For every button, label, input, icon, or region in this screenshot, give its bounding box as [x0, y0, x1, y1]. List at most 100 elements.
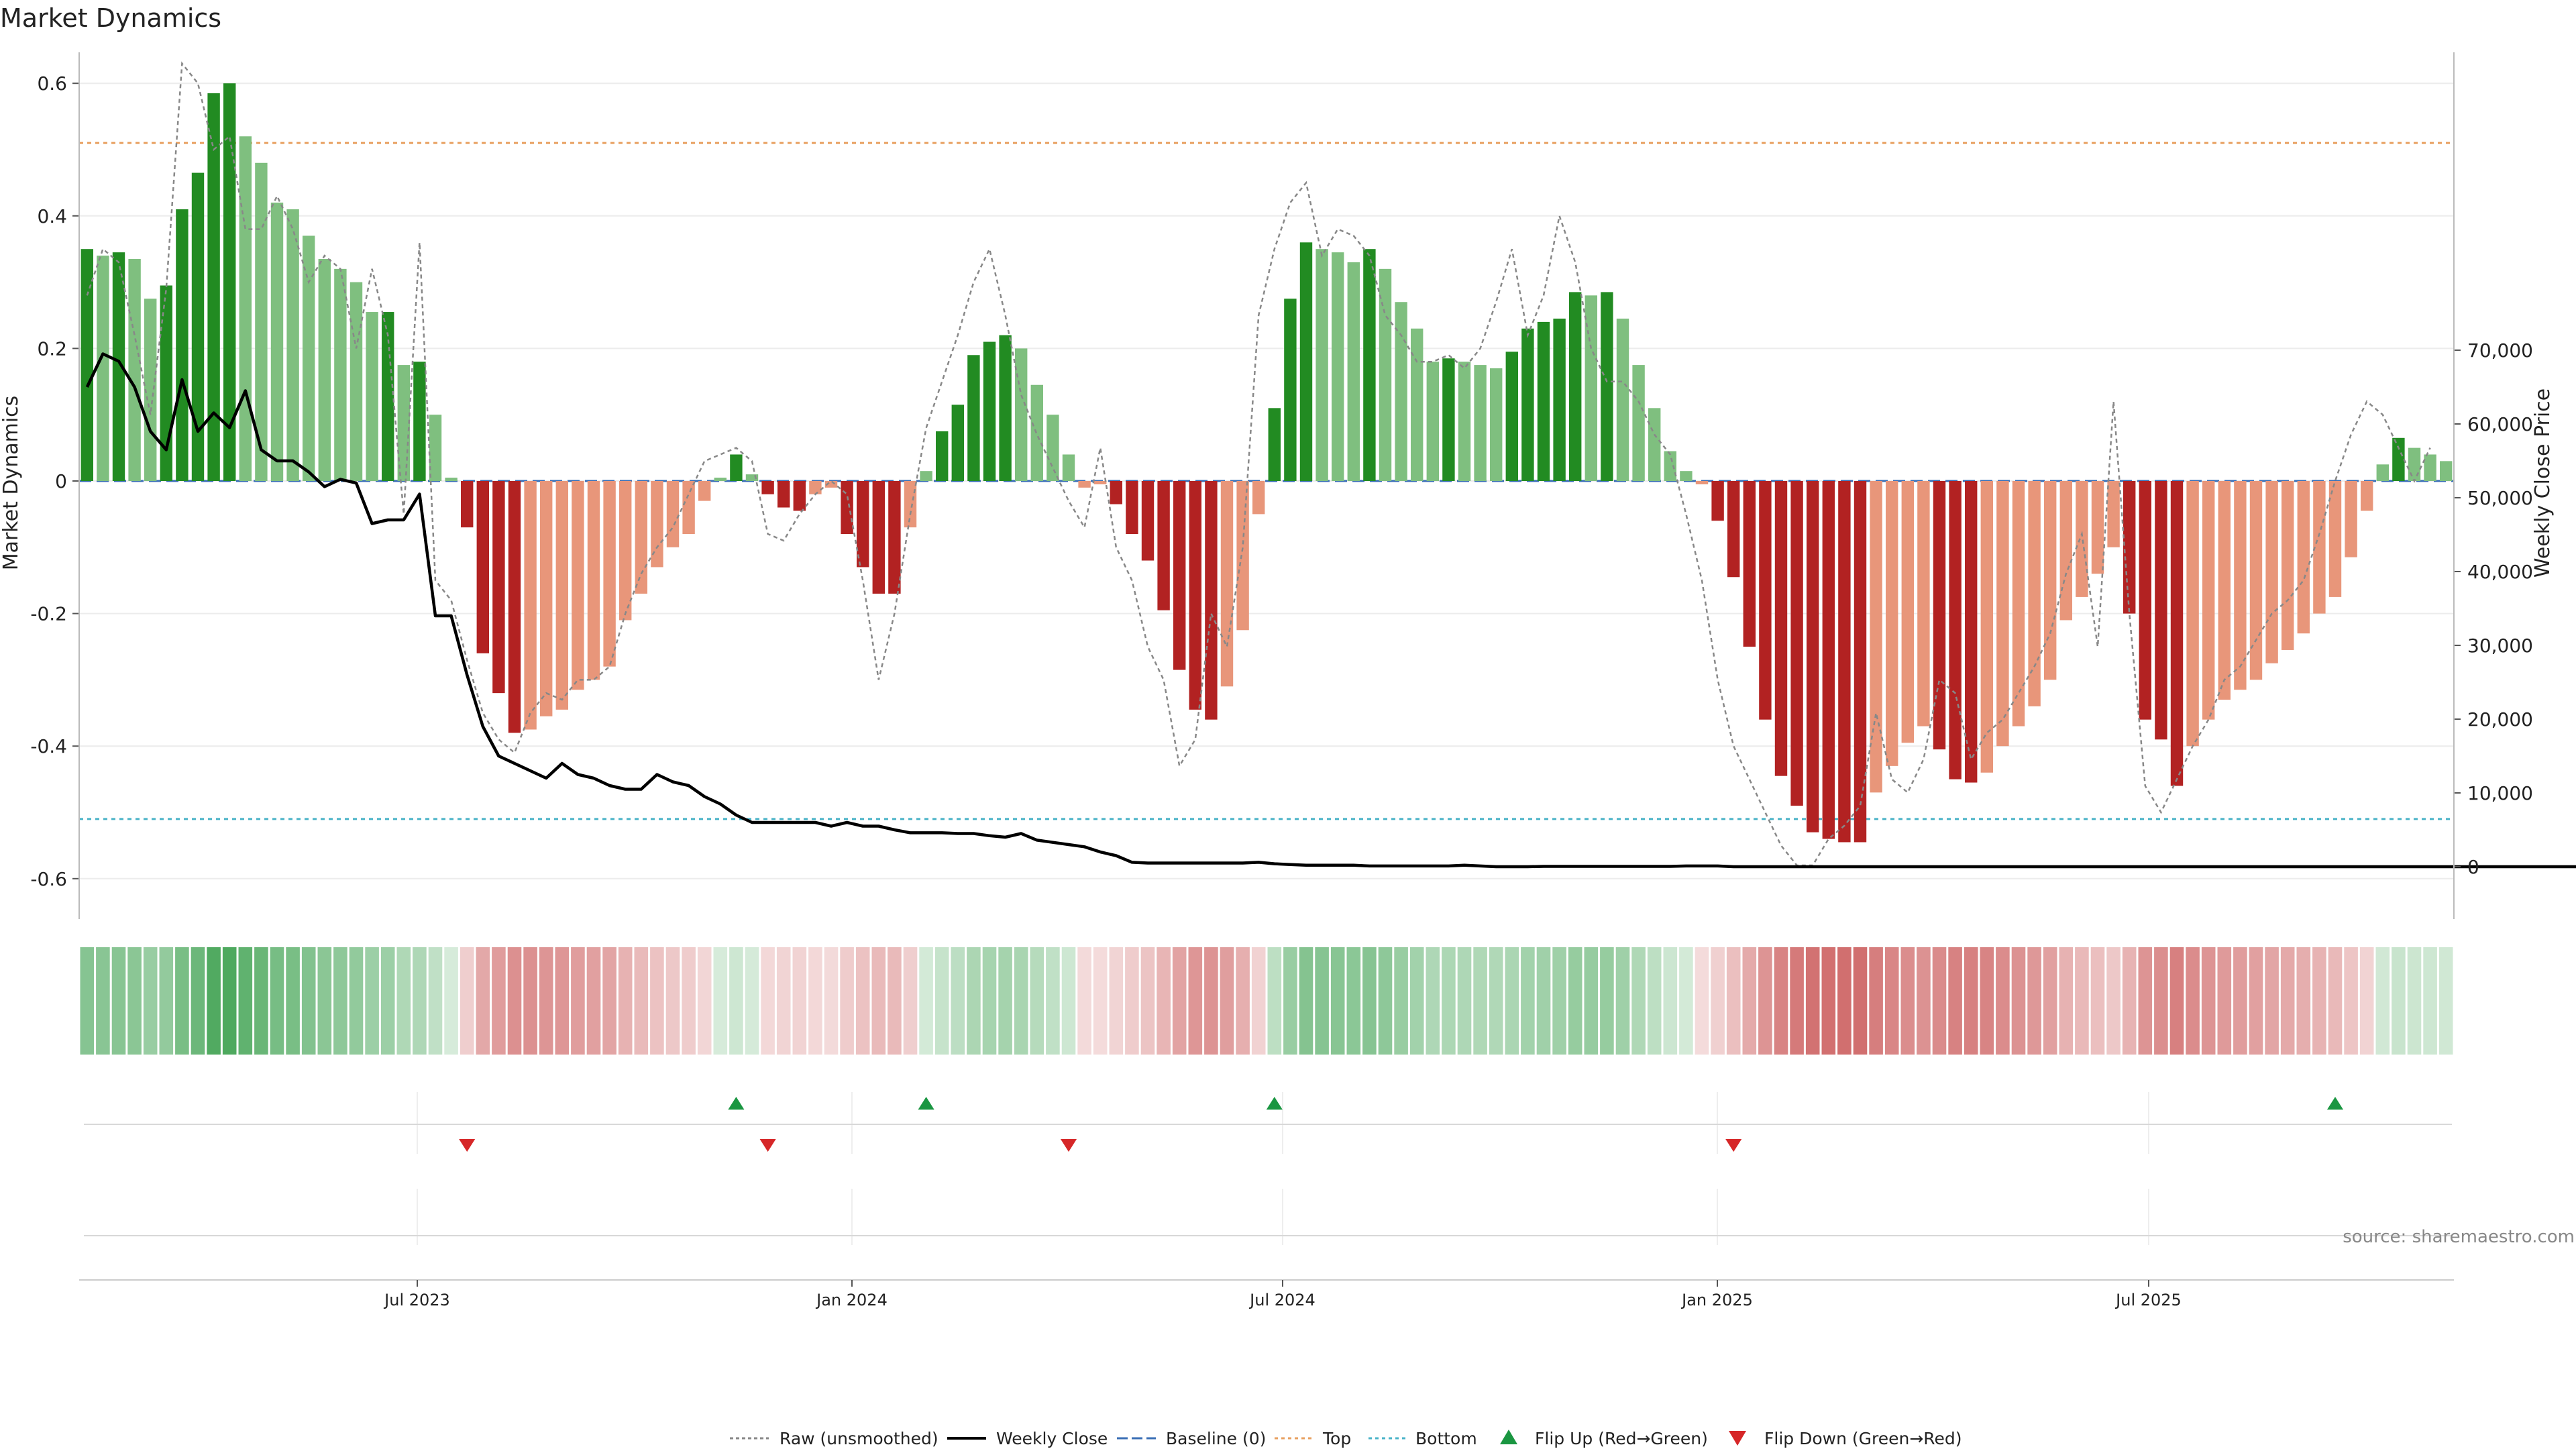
bar [967, 355, 980, 481]
flip-up-marker [2327, 1097, 2343, 1110]
heat-cell [824, 947, 839, 1055]
heat-cell [207, 947, 221, 1055]
heat-cell [2265, 947, 2279, 1055]
heat-cell [1679, 947, 1693, 1055]
y-tick-label: -0.4 [30, 735, 67, 757]
x-tick-label: Jul 2023 [383, 1291, 450, 1309]
bar [160, 285, 173, 481]
heat-cell [1790, 947, 1804, 1055]
heat-cell [1489, 947, 1503, 1055]
bar [397, 365, 411, 481]
heat-cell [2122, 947, 2137, 1055]
bar [1632, 365, 1645, 481]
y2-tick-label: 70,000 [2467, 339, 2533, 362]
heat-cell [1157, 947, 1171, 1055]
legend-swatch-flip-up [1500, 1430, 1517, 1444]
heat-cell [1980, 947, 1994, 1055]
bar [1220, 481, 1234, 687]
bar [112, 252, 125, 481]
heat-cell [903, 947, 918, 1055]
bar [1838, 481, 1851, 843]
heat-cell [1457, 947, 1472, 1055]
heat-cell [476, 947, 490, 1055]
bar [429, 415, 442, 481]
bar [698, 481, 711, 501]
bar [635, 481, 648, 594]
heat-cell [1869, 947, 1883, 1055]
heat-cell [349, 947, 364, 1055]
heat-cell [1172, 947, 1187, 1055]
heat-cell [222, 947, 237, 1055]
bar [270, 203, 284, 481]
heat-cell [1394, 947, 1408, 1055]
bar [413, 362, 426, 481]
heat-cell [555, 947, 570, 1055]
heat-cell [571, 947, 585, 1055]
bar [176, 209, 189, 481]
bar [2392, 437, 2405, 481]
bar [682, 481, 695, 535]
bar [2424, 454, 2436, 481]
heat-cell [396, 947, 411, 1055]
bar [1521, 328, 1534, 481]
bar [2155, 481, 2167, 740]
heat-cell [444, 947, 458, 1055]
heat-cell [286, 947, 300, 1055]
heat-cell [1299, 947, 1313, 1055]
heat-cell [1917, 947, 1931, 1055]
heat-cell [998, 947, 1012, 1055]
heat-cell [1251, 947, 1266, 1055]
bar [555, 481, 569, 710]
bar [619, 481, 632, 621]
bar [1474, 365, 1487, 481]
heat-cell [855, 947, 870, 1055]
heat-cell [650, 947, 664, 1055]
bar [2249, 481, 2263, 680]
bar [1442, 358, 1455, 481]
heat-cell [1615, 947, 1630, 1055]
heat-cell [1204, 947, 1218, 1055]
bar [350, 282, 363, 481]
bar [1284, 299, 1297, 481]
bar [492, 481, 505, 694]
legend-item-label: Flip Down (Green→Red) [1764, 1429, 1962, 1448]
bar [1759, 481, 1772, 720]
heat-cell [1821, 947, 1836, 1055]
heat-cell [1600, 947, 1614, 1055]
legend-item-label: Weekly Close [996, 1429, 1108, 1448]
legend-item-label: Baseline (0) [1166, 1429, 1266, 1448]
heat-cell [1900, 947, 1915, 1055]
bar [445, 478, 458, 481]
bar [1585, 295, 1598, 481]
bar [809, 481, 822, 494]
bar [2360, 481, 2373, 511]
bar [1949, 481, 1962, 780]
bar [1695, 481, 1709, 484]
heat-cell [2059, 947, 2074, 1055]
bar [1014, 348, 1028, 481]
heat-cell [1505, 947, 1519, 1055]
bar [841, 481, 853, 535]
heat-cell [2043, 947, 2057, 1055]
bar [1252, 481, 1265, 515]
heat-cell [2075, 947, 2089, 1055]
bar [1822, 481, 1835, 839]
bar [1173, 481, 1186, 670]
bar [572, 481, 584, 690]
heat-cell [1996, 947, 2010, 1055]
legend-item-label: Top [1322, 1429, 1351, 1448]
bar [128, 259, 141, 481]
heat-cell [2423, 947, 2437, 1055]
heat-cell [871, 947, 886, 1055]
bar [2186, 481, 2199, 747]
series-lines [85, 61, 2576, 869]
bar [777, 481, 790, 508]
heat-cell [2296, 947, 2311, 1055]
legend-swatch-flip-down [1729, 1431, 1746, 1446]
bar [1458, 362, 1471, 481]
bar [334, 268, 347, 481]
bar [1110, 481, 1123, 504]
y-tick-label: -0.6 [30, 868, 67, 890]
heat-cell [492, 947, 506, 1055]
